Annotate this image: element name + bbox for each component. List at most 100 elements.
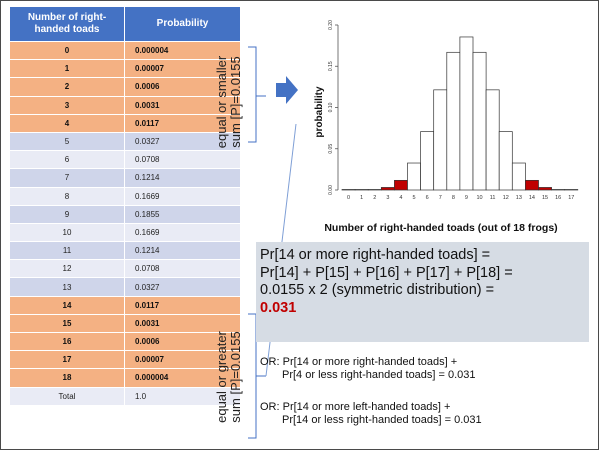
cell-count: 2 (9, 77, 125, 97)
histogram-bar (564, 189, 579, 191)
or-statement-1: OR: Pr[14 or more right-handed toads] + … (260, 356, 476, 382)
cell-count: 11 (9, 241, 125, 261)
or-statement-2: OR: Pr[14 or more left-handed toads] + P… (260, 401, 482, 427)
x-tick-label: 8 (452, 195, 455, 201)
histogram-bar (511, 162, 526, 191)
cell-probability: 0.0708 (124, 259, 241, 279)
bottom-brace (248, 313, 266, 439)
cell-count: 8 (9, 186, 125, 206)
bottom-brace-label-line1: equal or greater (214, 331, 229, 423)
table-row: 7 0.1214 (9, 168, 241, 188)
right-arrow-icon (276, 76, 298, 104)
histogram-bar (420, 131, 435, 191)
probability-table: Number of right-handed toads Probability… (9, 6, 241, 406)
equation-line-3: 0.0155 x 2 (symmetric distribution) = (260, 282, 495, 298)
cell-probability: 0.0031 (124, 95, 241, 115)
histogram-bar (341, 189, 356, 191)
cell-probability: 0.000004 (124, 368, 241, 388)
histogram-bar (472, 51, 487, 191)
histogram-bar (394, 179, 408, 191)
cell-probability: 0.0708 (124, 150, 241, 170)
cell-count: 0 (9, 40, 125, 61)
cell-count: 3 (9, 95, 125, 115)
histogram-bar (446, 51, 461, 191)
bottom-brace-label: equal or greater sum [P]=0.0155 (214, 319, 245, 435)
y-tick-label: 0.00 (328, 185, 334, 195)
table-row: 8 0.1669 (9, 186, 241, 206)
cell-probability: 0.0117 (124, 113, 241, 133)
cell-count: 18 (9, 368, 125, 388)
cell-count: 7 (9, 168, 125, 188)
histogram-bar (407, 162, 421, 191)
equation-text: Pr[14 or more right-handed toads] = Pr[1… (260, 247, 586, 317)
x-tick-label: 1 (360, 195, 363, 201)
histogram-bar (551, 189, 566, 191)
cell-probability: 0.1214 (124, 168, 241, 188)
x-tick-label: 13 (516, 195, 522, 201)
histogram-bar (525, 179, 539, 191)
y-tick-label: 0.20 (328, 20, 334, 30)
x-tick-label: 3 (386, 195, 389, 201)
table-row: 3 0.0031 (9, 95, 241, 115)
table-body: 0 0.000004 1 0.00007 2 0.0006 3 0.0031 4 0.0117 5 0… (9, 40, 241, 406)
cell-probability: 0.0117 (124, 295, 241, 315)
y-tick-label: 0.15 (328, 61, 334, 71)
chart-x-title: Number of right-handed toads (out of 18 … (324, 222, 558, 234)
cell-probability: 0.1214 (124, 241, 241, 261)
cell-count: 14 (9, 295, 125, 315)
total-label: Total (9, 386, 125, 406)
cell-probability: 0.00007 (124, 59, 241, 79)
x-tick-label: 9 (465, 195, 468, 201)
top-brace-label: equal or smaller sum [P]=0.0155 (214, 44, 245, 160)
histogram-bar (354, 189, 369, 191)
histogram-bar (459, 36, 474, 191)
cell-count: 13 (9, 277, 125, 297)
y-tick-label: 0.10 (328, 102, 334, 112)
histogram-bar (367, 189, 382, 191)
x-tick-label: 14 (529, 195, 535, 201)
histogram-bar (433, 89, 448, 191)
cell-count: 15 (9, 313, 125, 334)
histogram-bar (380, 187, 395, 191)
equation-line-2: Pr[14] + P[15] + P[16] + P[17] + P[18] = (260, 264, 513, 281)
cell-probability: 0.0006 (124, 77, 241, 97)
table-row: 1 0.00007 (9, 59, 241, 79)
x-tick-label: 0 (347, 195, 350, 201)
x-tick-label: 11 (490, 195, 496, 201)
table-row: 17 0.00007 (9, 350, 241, 370)
table-row: 12 0.0708 (9, 259, 241, 279)
total-value: 1.0 (124, 386, 241, 406)
cell-probability: 0.00007 (124, 350, 241, 370)
or1-line-1: OR: Pr[14 or more right-handed toads] + (260, 356, 458, 368)
chart-y-label: probability (314, 86, 325, 138)
x-tick-label: 17 (568, 195, 574, 201)
x-tick-label: 6 (426, 195, 429, 201)
or2-line-1: OR: Pr[14 or more left-handed toads] + (260, 401, 451, 413)
histogram-bar (498, 131, 513, 191)
cell-probability: 0.0031 (124, 313, 241, 334)
y-tick-label: 0.05 (328, 144, 334, 154)
cell-probability: 0.0327 (124, 277, 241, 297)
top-brace (248, 46, 266, 143)
table-row: 11 0.1214 (9, 241, 241, 261)
cell-count: 12 (9, 259, 125, 279)
table-total-row: Total 1.0 (9, 386, 241, 406)
cell-count: 6 (9, 150, 125, 170)
cell-count: 16 (9, 331, 125, 352)
table-row: 15 0.0031 (9, 313, 241, 334)
table-row: 2 0.0006 (9, 77, 241, 97)
cell-probability: 0.0006 (124, 331, 241, 352)
equation-line-1: Pr[14 or more right-handed toads] = (260, 247, 491, 263)
x-tick-label: 2 (373, 195, 376, 201)
or2-line-2: Pr[14 or less right-handed toads] = 0.03… (282, 414, 482, 426)
table-row: 14 0.0117 (9, 295, 241, 315)
x-tick-label: 4 (399, 195, 402, 201)
histogram-bar (538, 187, 552, 191)
equation-result: 0.031 (260, 299, 297, 316)
table-row: 4 0.0117 (9, 113, 241, 133)
cell-count: 1 (9, 59, 125, 79)
cell-probability: 0.1855 (124, 204, 241, 224)
table-row: 13 0.0327 (9, 277, 241, 297)
x-tick-label: 16 (555, 195, 561, 201)
